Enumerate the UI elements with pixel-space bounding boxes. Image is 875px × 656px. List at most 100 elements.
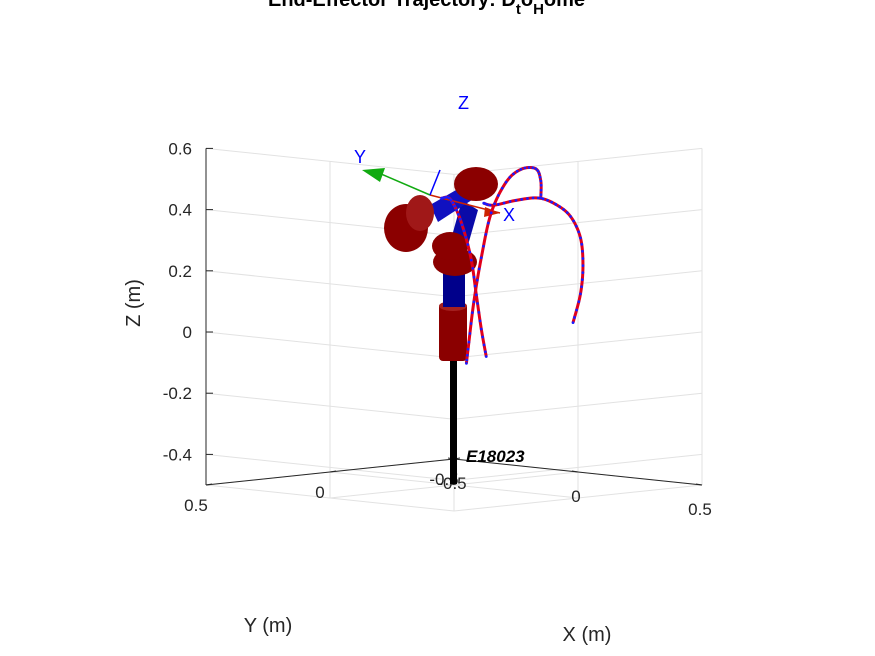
waypoint-marker xyxy=(481,335,485,339)
waypoint-marker xyxy=(539,193,543,197)
waypoint-marker xyxy=(520,197,524,201)
waypoint-marker xyxy=(493,202,496,206)
waypoint-marker xyxy=(541,197,545,201)
waypoint-marker xyxy=(465,361,468,365)
waypoint-marker xyxy=(477,267,481,271)
waypoint-marker xyxy=(580,242,584,246)
waypoint-marker xyxy=(558,205,562,209)
waypoint-marker xyxy=(474,293,478,297)
waypoint-marker xyxy=(456,213,460,216)
waypoint-marker xyxy=(464,235,468,239)
waypoint-marker xyxy=(468,332,472,335)
waypoint-marker xyxy=(536,169,540,173)
waypoint-marker xyxy=(476,302,479,305)
waypoint-marker xyxy=(519,167,523,171)
waypoint-marker xyxy=(526,197,529,200)
robot-label: E18023 xyxy=(466,447,525,466)
y-axis-label: Y (m) xyxy=(244,615,293,637)
waypoint-marker xyxy=(531,196,535,200)
elbow-joint xyxy=(454,167,498,201)
waypoint-marker xyxy=(581,249,584,253)
waypoint-marker xyxy=(581,264,585,267)
waypoint-marker xyxy=(469,258,473,262)
z-tick-label: 0.6 xyxy=(168,139,192,158)
waypoint-marker xyxy=(536,196,540,200)
z-tick-label: 0 xyxy=(183,323,192,342)
waypoint-marker xyxy=(577,300,581,304)
waypoint-marker xyxy=(569,215,572,218)
waypoint-marker xyxy=(554,202,558,206)
waypoint-marker xyxy=(447,196,451,200)
x-tick-mark xyxy=(571,470,579,473)
waypoint-marker xyxy=(537,172,541,176)
z-tick-label: 0.4 xyxy=(168,201,192,220)
waypoint-marker xyxy=(574,224,578,228)
waypoint-marker xyxy=(508,200,512,203)
frame-y-arrow-icon xyxy=(362,168,385,182)
waypoint-marker xyxy=(488,203,492,207)
frame-x-label: X xyxy=(503,205,515,225)
waypoint-marker xyxy=(550,200,554,204)
waypoint-marker xyxy=(479,256,483,260)
waypoint-marker xyxy=(579,292,582,296)
waypoint-marker xyxy=(460,223,464,227)
waypoint-marker xyxy=(473,284,477,288)
y-tick-label: 0.5 xyxy=(184,496,208,515)
frame-z-label: Z xyxy=(458,93,469,113)
waypoint-marker xyxy=(472,300,476,304)
waypoint-marker xyxy=(523,166,527,170)
waypoint-marker xyxy=(527,166,531,169)
waypoint-marker xyxy=(565,211,569,215)
waypoint-marker xyxy=(465,353,469,357)
waypoint-marker xyxy=(500,186,504,190)
waypoint-marker xyxy=(465,358,469,362)
waypoint-marker xyxy=(539,196,543,200)
chart-title: End-Effector Trajectory: DtoHome xyxy=(268,0,585,18)
y-tick-mark xyxy=(329,470,337,473)
waypoint-marker xyxy=(539,179,543,183)
axes-box xyxy=(205,147,703,486)
x-tick-mark xyxy=(695,483,703,486)
waypoint-marker xyxy=(581,271,585,275)
waypoint-marker xyxy=(472,275,476,279)
waypoint-marker xyxy=(466,243,470,246)
waypoint-marker xyxy=(502,201,506,205)
waypoint-marker xyxy=(496,203,500,206)
axes-grid xyxy=(205,147,703,512)
waypoint-marker xyxy=(483,350,487,354)
waypoint-marker xyxy=(504,180,508,184)
waypoint-marker xyxy=(580,285,583,289)
waypoint-marker xyxy=(451,201,455,205)
waypoint-marker xyxy=(482,244,485,248)
waypoint-marker xyxy=(478,319,482,323)
x-axis-label: X (m) xyxy=(563,624,612,646)
frame-y-label: Y xyxy=(354,147,366,167)
frame-z-axis xyxy=(429,169,441,196)
waypoint-marker xyxy=(534,167,538,171)
waypoint-marker xyxy=(508,176,512,179)
waypoint-marker xyxy=(477,310,481,314)
waypoint-marker xyxy=(462,229,466,233)
x-tick-label: 0 xyxy=(571,487,580,506)
waypoint-marker xyxy=(577,230,581,234)
robot-arm xyxy=(384,167,498,361)
waypoint-marker xyxy=(562,208,565,211)
waypoint-marker xyxy=(484,233,488,236)
waypoint-marker xyxy=(470,311,474,315)
waypoint-marker xyxy=(514,198,518,202)
waypoint-marker xyxy=(571,321,575,325)
z-tick-label: -0.4 xyxy=(163,445,192,464)
waypoint-marker xyxy=(580,278,584,282)
waypoint-marker xyxy=(575,308,579,312)
wrist-joint-2 xyxy=(406,195,434,231)
waypoint-marker xyxy=(484,355,488,358)
z-axis-label: Z (m) xyxy=(123,279,145,327)
waypoint-marker xyxy=(467,340,471,344)
waypoint-marker xyxy=(466,347,470,351)
waypoint-marker xyxy=(455,208,458,212)
wrist-joint-3 xyxy=(432,232,468,260)
waypoint-marker xyxy=(449,198,453,202)
trajectory-line-1 xyxy=(483,196,585,324)
waypoint-marker xyxy=(489,211,493,215)
